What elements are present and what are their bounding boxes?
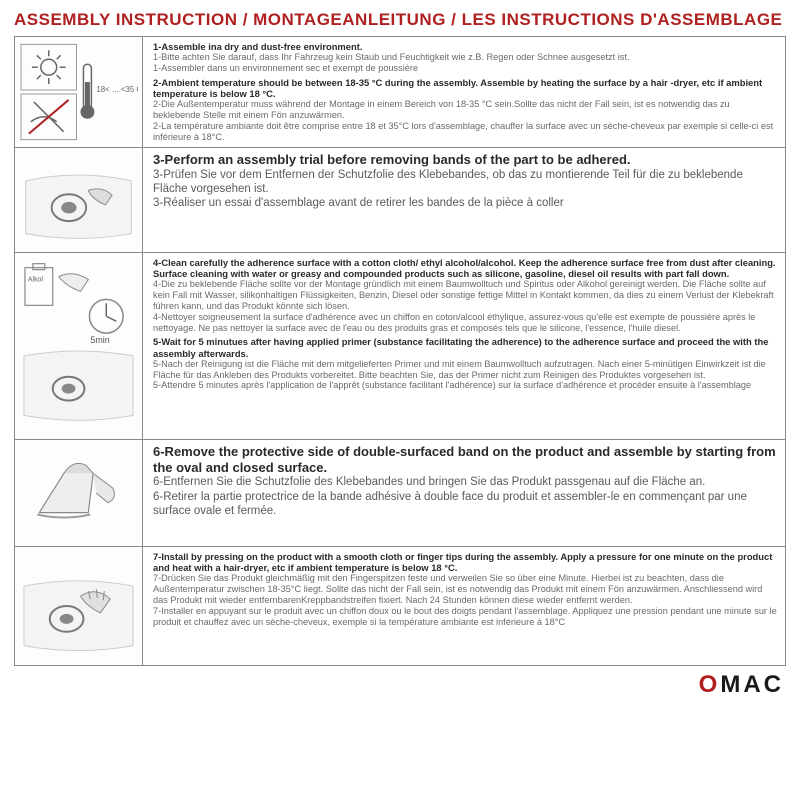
trial-fit-icon — [19, 152, 138, 248]
press-install-icon — [19, 551, 138, 661]
step-row-2: 3-Perform an assembly trial before remov… — [14, 147, 786, 253]
step5-de: 5-Nach der Reinigung ist die Fläche mit … — [153, 359, 777, 381]
brand-logo: OMAC — [699, 671, 782, 699]
svg-text:5min: 5min — [90, 335, 109, 345]
sun-thermometer-icon: 18< ....<35 C — [19, 41, 138, 143]
step-row-4: 6-Remove the protective side of double-s… — [14, 439, 786, 547]
step3-fr: 3-Réaliser un essai d'assemblage avant d… — [153, 196, 777, 210]
step-text-2: 3-Perform an assembly trial before remov… — [143, 148, 785, 252]
step-text-4: 6-Remove the protective side of double-s… — [143, 440, 785, 546]
logo-letter-o: O — [699, 671, 719, 699]
step6-de: 6-Entfernen Sie die Schutzfolie des Kleb… — [153, 475, 777, 489]
illustration-5 — [15, 547, 143, 665]
step6-en: 6-Remove the protective side of double-s… — [153, 444, 777, 475]
logo-letter-a: A — [743, 671, 761, 699]
illustration-3: Alkol 5min — [15, 253, 143, 439]
step4-de: 4-Die zu beklebende Fläche sollte vor de… — [153, 279, 777, 312]
logo-letter-c: C — [764, 671, 782, 699]
step7-fr: 7-Installer en appuyant sur le produit a… — [153, 606, 777, 628]
step1-en: 1-Assemble ina dry and dust-free environ… — [153, 41, 777, 52]
logo-letter-m: M — [720, 671, 741, 699]
step2-fr: 2-La température ambiante doit être comp… — [153, 121, 777, 143]
svg-text:Alkol: Alkol — [28, 277, 43, 284]
step4-fr: 4-Nettoyer soigneusement la surface d'ad… — [153, 312, 777, 334]
step2-de: 2-Die Außentemperatur muss während der M… — [153, 99, 777, 121]
step-text-5: 7-Install by pressing on the product wit… — [143, 547, 785, 665]
step-row-3: Alkol 5min 4-Clean carefully the adheren… — [14, 252, 786, 440]
step1-de: 1-Bitte achten Sie darauf, dass Ihr Fahr… — [153, 52, 777, 63]
step-text-3: 4-Clean carefully the adherence surface … — [143, 253, 785, 439]
clean-wait-icon: Alkol 5min — [19, 257, 138, 435]
peel-tape-icon — [19, 444, 138, 542]
step-text-1: 1-Assemble ina dry and dust-free environ… — [143, 37, 785, 147]
svg-text:18< ....<35 C: 18< ....<35 C — [96, 85, 138, 94]
step6-fr: 6-Retirer la partie protectrice de la ba… — [153, 490, 777, 519]
step5-en: 5-Wait for 5 minutues after having appli… — [153, 336, 777, 358]
logo-row: OMAC — [14, 665, 786, 699]
illustration-2 — [15, 148, 143, 252]
step7-en: 7-Install by pressing on the product wit… — [153, 551, 777, 573]
step-row-5: 7-Install by pressing on the product wit… — [14, 546, 786, 666]
illustration-1: 18< ....<35 C — [15, 37, 143, 147]
illustration-4 — [15, 440, 143, 546]
page-title: ASSEMBLY INSTRUCTION / MONTAGEANLEITUNG … — [14, 10, 786, 30]
step-row-1: 18< ....<35 C 1-Assemble ina dry and dus… — [14, 36, 786, 148]
step2-en: 2-Ambient temperature should be between … — [153, 77, 777, 99]
step4-en: 4-Clean carefully the adherence surface … — [153, 257, 777, 279]
step5-fr: 5-Attendre 5 minutes après l'application… — [153, 380, 777, 391]
step3-en: 3-Perform an assembly trial before remov… — [153, 152, 777, 168]
step3-de: 3-Prüfen Sie vor dem Entfernen der Schut… — [153, 168, 777, 197]
step1-fr: 1-Assembler dans un environnement sec et… — [153, 63, 777, 74]
step7-de: 7-Drücken Sie das Produkt gleichmäßig mi… — [153, 573, 777, 606]
